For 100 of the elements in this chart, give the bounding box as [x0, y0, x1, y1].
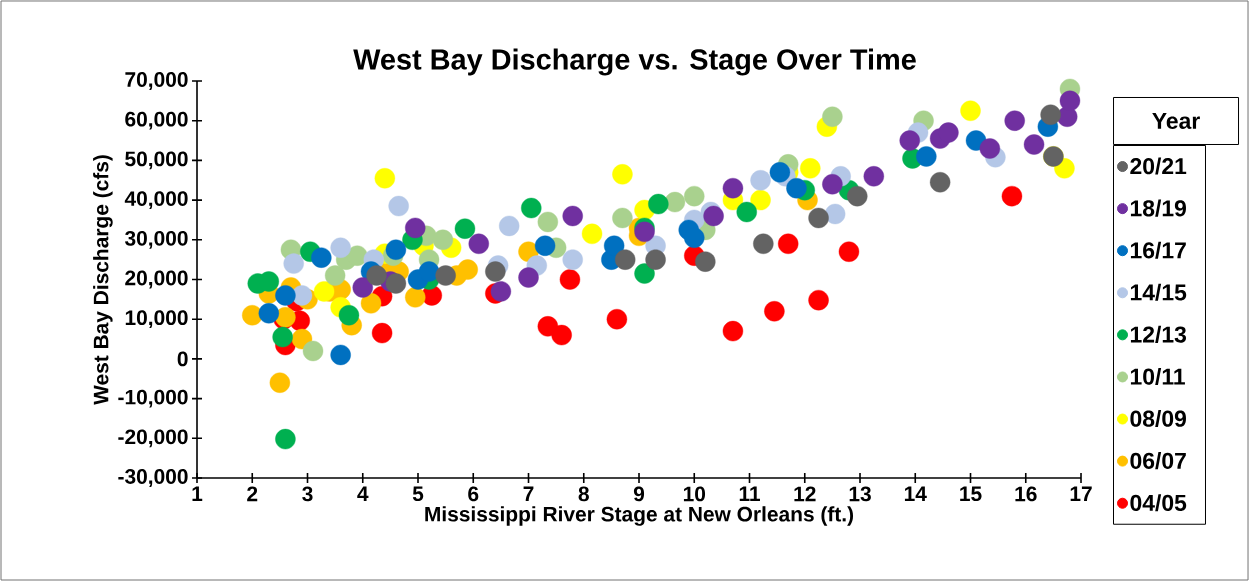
y-tick-label: -20,000	[118, 429, 188, 448]
point	[432, 229, 454, 250]
legend-title: Year	[1152, 113, 1200, 129]
point	[313, 281, 335, 302]
point	[822, 106, 843, 127]
legend-label: 08/09	[1130, 409, 1186, 428]
x-tick-label: 16	[1015, 486, 1037, 502]
x-tick-label: 6	[468, 486, 479, 502]
point	[645, 249, 666, 270]
x-tick-label: 3	[302, 486, 313, 502]
y-tick-label: 70,000	[125, 72, 188, 90]
point	[283, 253, 304, 274]
point	[272, 326, 293, 348]
x-tick-label: 12	[794, 486, 816, 502]
point	[777, 233, 799, 254]
point	[1023, 134, 1045, 155]
point	[537, 211, 559, 233]
point	[808, 289, 829, 311]
legend-label: 10/11	[1130, 367, 1185, 385]
point	[753, 233, 774, 254]
x-tick-label: 11	[739, 486, 760, 501]
legend-label: 20/21	[1130, 157, 1187, 175]
point	[366, 265, 387, 286]
point	[498, 215, 520, 237]
point	[960, 100, 981, 121]
point	[838, 241, 860, 262]
point	[764, 301, 785, 322]
point	[457, 259, 478, 280]
point	[979, 138, 1001, 159]
point	[388, 195, 409, 217]
point	[615, 249, 636, 270]
point	[648, 193, 669, 215]
point	[258, 271, 280, 292]
point	[822, 174, 843, 195]
y-tick-label: 30,000	[124, 230, 188, 249]
legend-label: 12/13	[1130, 325, 1187, 343]
point	[899, 130, 920, 151]
point	[929, 172, 951, 193]
point	[1001, 185, 1023, 207]
y-tick-label: 10,000	[125, 310, 188, 329]
point	[938, 122, 959, 143]
point	[518, 267, 539, 288]
point	[275, 285, 296, 306]
point	[485, 261, 506, 282]
point	[330, 344, 351, 366]
point	[435, 265, 456, 286]
point	[786, 177, 807, 199]
x-tick-label: 8	[578, 486, 589, 502]
point	[551, 324, 572, 346]
point	[722, 320, 744, 342]
point	[1004, 110, 1025, 131]
legend-label: 04/05	[1130, 494, 1187, 512]
point	[562, 205, 583, 227]
point	[385, 273, 407, 294]
point	[916, 146, 937, 167]
point	[684, 227, 705, 249]
point	[371, 322, 393, 344]
x-axis-title: Mississippi River Stage at New Orleans (ft.)	[425, 506, 854, 526]
point	[612, 164, 633, 185]
point	[769, 162, 791, 183]
point	[405, 287, 426, 308]
point	[311, 247, 332, 268]
point	[612, 207, 633, 229]
point	[1059, 90, 1081, 112]
point	[302, 340, 324, 362]
point	[736, 201, 757, 223]
point	[534, 235, 556, 256]
point	[454, 218, 476, 239]
point	[269, 372, 291, 393]
y-tick-label: 60,000	[125, 111, 188, 130]
point	[559, 269, 581, 290]
point	[750, 170, 771, 191]
point	[405, 217, 426, 239]
x-tick-label: 13	[849, 486, 871, 502]
point	[750, 189, 771, 211]
point	[521, 197, 542, 219]
x-tick-label: 2	[247, 486, 258, 502]
point	[863, 166, 885, 187]
x-tick-label: 17	[1070, 486, 1092, 501]
point	[385, 239, 407, 260]
point	[1040, 104, 1061, 125]
point	[330, 237, 351, 258]
legend-label: 16/17	[1130, 241, 1186, 259]
y-tick-label: -10,000	[118, 389, 188, 408]
point	[275, 428, 296, 450]
point	[468, 233, 489, 254]
point	[847, 185, 868, 207]
point	[722, 177, 744, 199]
point	[606, 309, 628, 330]
y-tick-label: -30,000	[118, 469, 188, 487]
y-tick-label: 50,000	[125, 151, 188, 170]
x-tick-label: 15	[960, 486, 982, 502]
point	[360, 293, 382, 314]
x-tick-label: 4	[357, 486, 369, 501]
point	[338, 305, 360, 326]
legend-label: 06/07	[1130, 452, 1186, 470]
point	[374, 168, 396, 189]
x-tick-label: 1	[192, 486, 203, 501]
y-tick-label: 40,000	[124, 191, 188, 210]
point	[684, 185, 705, 207]
